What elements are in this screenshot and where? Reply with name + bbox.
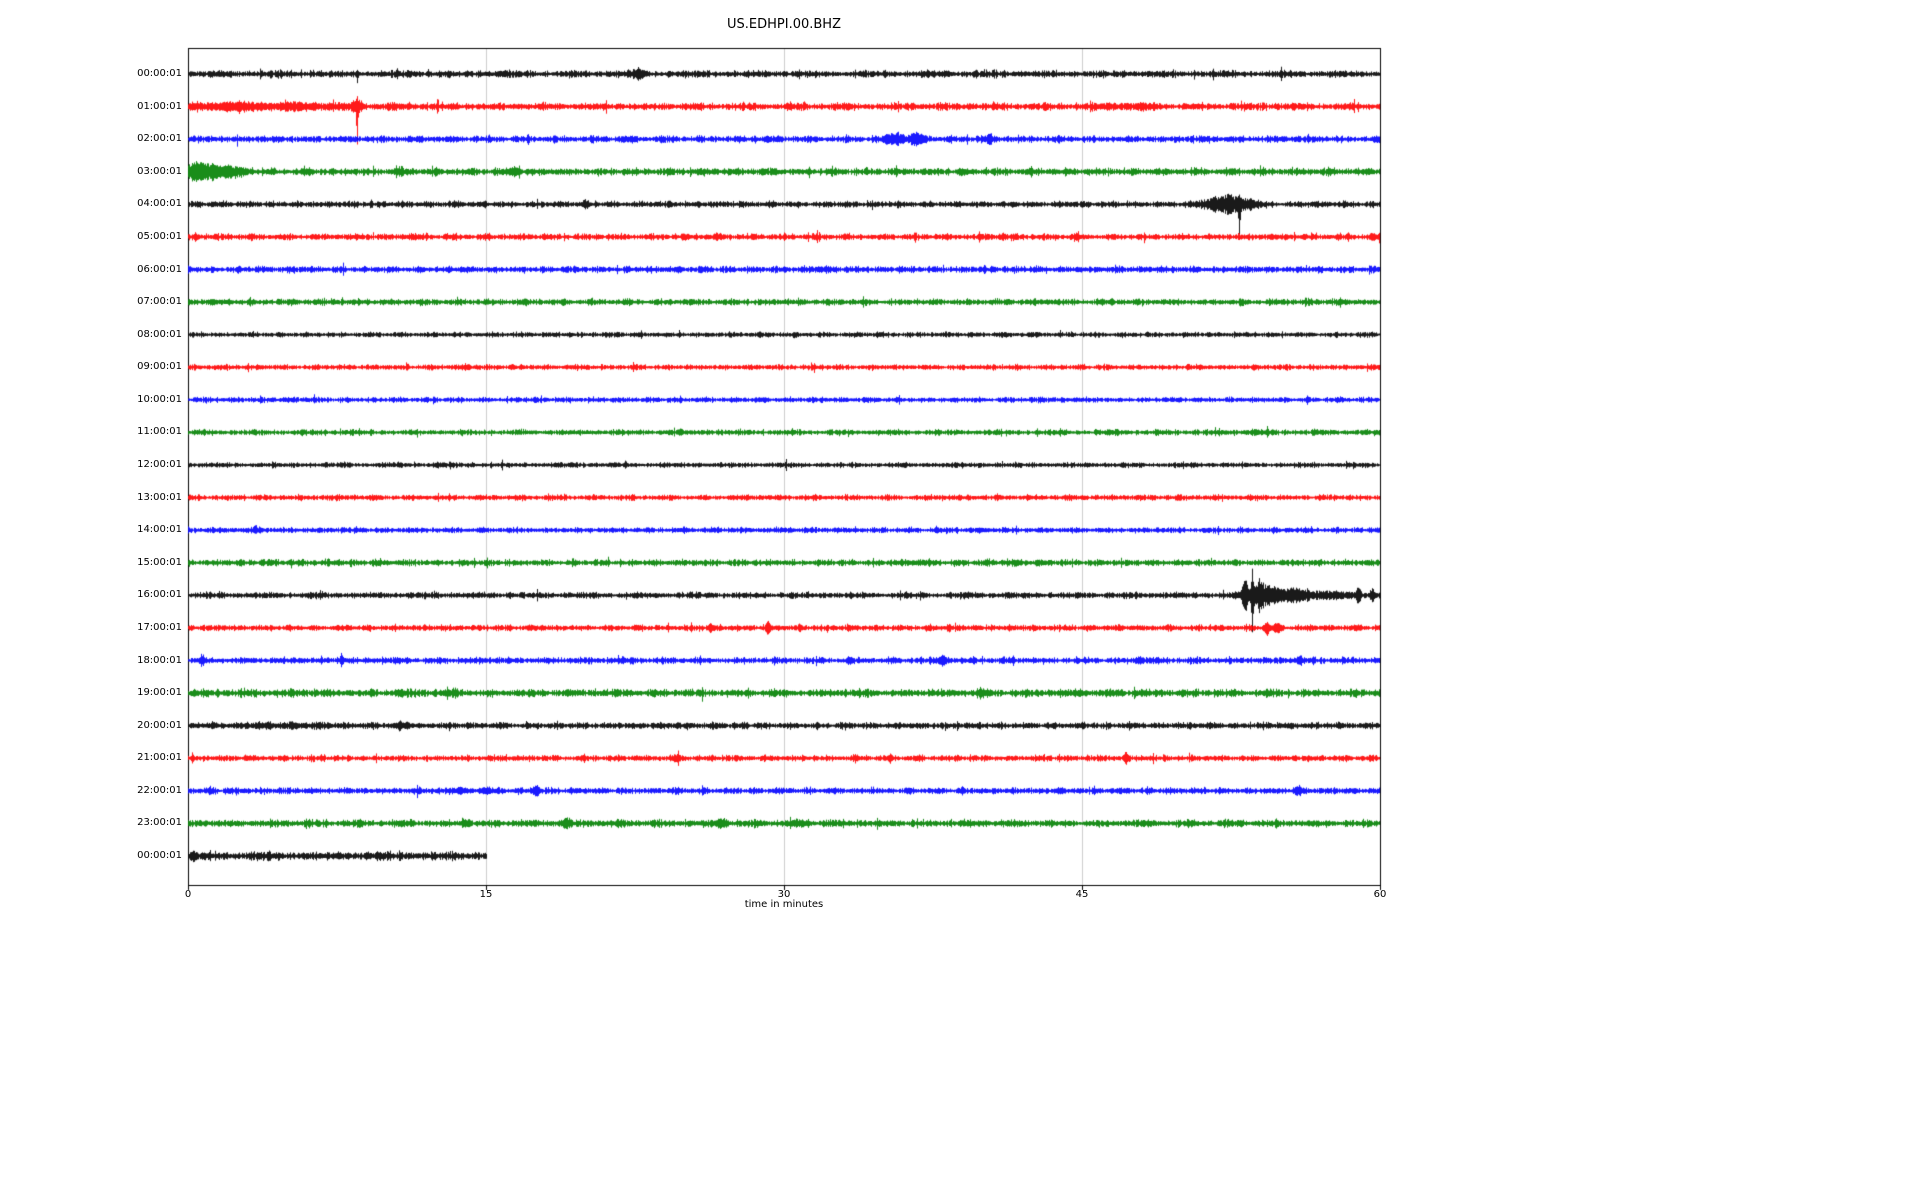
row-time-label: 15:00:01 [137, 556, 182, 568]
row-time-label: 17:00:01 [137, 621, 182, 633]
row-time-label: 03:00:01 [137, 165, 182, 177]
x-tick-label: 15 [479, 889, 493, 900]
x-axis-label: time in minutes [744, 899, 824, 910]
row-time-label: 23:00:01 [137, 817, 182, 829]
row-time-label: 22:00:01 [137, 784, 182, 796]
row-time-label: 14:00:01 [137, 524, 182, 536]
row-time-label: 04:00:01 [137, 198, 182, 210]
row-time-label: 21:00:01 [137, 752, 182, 764]
x-tick-label: 45 [1075, 889, 1089, 900]
row-time-label: 09:00:01 [137, 361, 182, 373]
row-time-label: 11:00:01 [137, 426, 182, 438]
row-time-label: 19:00:01 [137, 687, 182, 699]
row-time-label: 13:00:01 [137, 491, 182, 503]
row-time-label: 18:00:01 [137, 654, 182, 666]
x-tick-label: 60 [1373, 889, 1387, 900]
row-time-label: 20:00:01 [137, 719, 182, 731]
row-time-label: 01:00:01 [137, 100, 182, 112]
x-tick-label: 30 [777, 889, 791, 900]
row-time-label: 08:00:01 [137, 328, 182, 340]
row-time-label: 06:00:01 [137, 263, 182, 275]
row-time-label: 10:00:01 [137, 393, 182, 405]
row-time-label: 05:00:01 [137, 230, 182, 242]
row-time-label: 16:00:01 [137, 589, 182, 601]
row-time-label: 00:00:01 [137, 850, 182, 861]
row-time-label: 02:00:01 [137, 133, 182, 145]
row-time-label: 07:00:01 [137, 296, 182, 308]
row-time-label: 12:00:01 [137, 459, 182, 470]
row-time-label: 00:00:01 [137, 68, 182, 79]
x-tick-label: 0 [184, 889, 192, 900]
